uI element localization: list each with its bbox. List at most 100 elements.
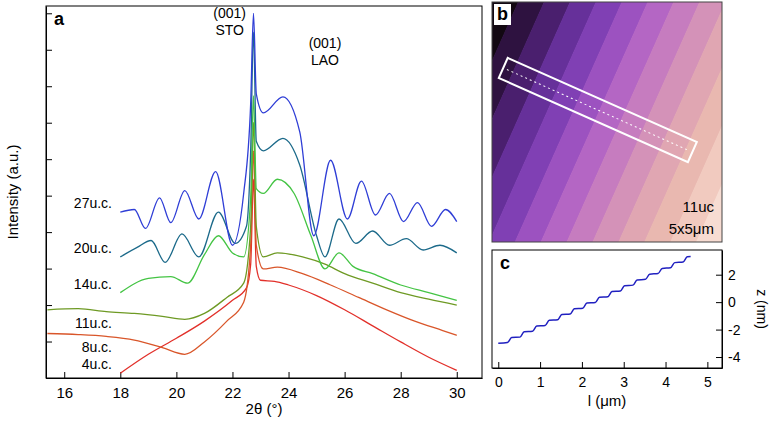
tick — [46, 342, 52, 343]
tick-label: 5 — [704, 374, 712, 390]
letter-patch — [494, 4, 511, 25]
tick-mark — [46, 159, 52, 160]
tick-label: 0 — [728, 294, 736, 310]
tick-mark — [46, 378, 52, 379]
axis-title: Intensity (a.u.) — [4, 144, 21, 239]
tick: 1 — [537, 362, 545, 390]
axis-line — [47, 378, 483, 379]
tick-label: 4 — [662, 374, 670, 390]
tick: 26 — [337, 372, 354, 401]
terrace — [527, 2, 722, 242]
series-label: 4u.c. — [82, 356, 112, 372]
tick: 3 — [620, 362, 628, 390]
panel-letter: a — [54, 9, 65, 29]
data-line — [120, 13, 456, 245]
panel-letter: c — [500, 253, 510, 273]
tick-label: 26 — [337, 384, 354, 401]
tick: 24 — [281, 372, 298, 401]
tick-label: 30 — [449, 384, 466, 401]
tick-label: 28 — [393, 384, 410, 401]
profile-box — [499, 58, 697, 162]
tick-label: 3 — [620, 374, 628, 390]
tick: 0 — [716, 294, 736, 310]
axis-title: 2θ (°) — [246, 400, 283, 417]
axis-line — [493, 368, 723, 369]
annotation: LAO — [311, 52, 339, 68]
tick: -2 — [716, 322, 741, 338]
tick-label: 18 — [112, 384, 129, 401]
tick-mark — [666, 362, 667, 368]
axis-title: z (nm) — [754, 289, 770, 329]
tick: 28 — [393, 372, 410, 401]
tick-label: 24 — [281, 384, 298, 401]
tick-label: -2 — [728, 322, 741, 338]
tick-mark — [289, 372, 290, 378]
plot-area — [47, 13, 456, 373]
axis: -4-202 — [716, 251, 741, 369]
tick: 30 — [449, 372, 466, 401]
plot-frame — [492, 250, 722, 368]
tick-label: 22 — [225, 384, 242, 401]
tick-mark — [624, 362, 625, 368]
tick — [46, 196, 52, 197]
tick: 5 — [704, 362, 712, 390]
tick-label: 0 — [495, 374, 503, 390]
data-line — [120, 96, 456, 301]
tick-mark — [401, 372, 402, 378]
terrace — [505, 2, 722, 242]
tick-mark — [46, 86, 52, 87]
tick: 22 — [225, 372, 242, 401]
tick-mark — [176, 372, 177, 378]
tick: 16 — [56, 372, 73, 401]
tick-mark — [457, 372, 458, 378]
tick-label: 16 — [56, 384, 73, 401]
tick — [46, 232, 52, 233]
tick-mark — [540, 362, 541, 368]
tick-mark — [498, 362, 499, 368]
axis-title: l (μm) — [588, 392, 627, 409]
axis: 0 1 2 3 4 5 — [493, 362, 723, 390]
tick-mark — [582, 362, 583, 368]
data-line — [120, 32, 456, 262]
tick — [46, 13, 52, 14]
tick-mark — [716, 275, 722, 276]
tick-mark — [345, 372, 346, 378]
tick — [46, 123, 52, 124]
tick-mark — [64, 372, 65, 378]
tick-mark — [46, 342, 52, 343]
profile-line — [507, 70, 689, 151]
tick — [46, 305, 52, 306]
annotation: (001) — [213, 5, 246, 21]
plot-area — [498, 257, 690, 344]
tick-mark — [46, 269, 52, 270]
tick-label: 2 — [728, 267, 736, 283]
tick-mark — [716, 302, 722, 303]
tick: 2 — [716, 267, 736, 283]
tick-label: 2 — [579, 374, 587, 390]
tick-label: 20 — [169, 384, 186, 401]
tick-mark — [46, 13, 52, 14]
tick-mark — [716, 357, 722, 358]
tick-label: 1 — [537, 374, 545, 390]
axis-line — [46, 7, 47, 379]
afm-image — [492, 2, 722, 242]
tick-mark — [46, 196, 52, 197]
series-label: 20u.c. — [74, 240, 112, 256]
tick — [46, 378, 52, 379]
series-label: 27u.c. — [74, 195, 112, 211]
axis-line — [722, 251, 723, 369]
annotation: (001) — [309, 35, 342, 51]
terrace — [492, 2, 722, 242]
annotation: 11uc — [683, 198, 715, 215]
tick — [46, 86, 52, 87]
tick-mark — [707, 362, 708, 368]
tick: 20 — [169, 372, 186, 401]
tick: 2 — [579, 362, 587, 390]
terrace — [548, 2, 722, 242]
tick: 0 — [495, 362, 503, 390]
series-label: 14u.c. — [74, 276, 112, 292]
tick-mark — [232, 372, 233, 378]
series-label: 8u.c. — [82, 339, 112, 355]
figure: 16182022242628304u.c.8u.c.11u.c.14u.c.20… — [0, 0, 776, 423]
tick-mark — [46, 305, 52, 306]
